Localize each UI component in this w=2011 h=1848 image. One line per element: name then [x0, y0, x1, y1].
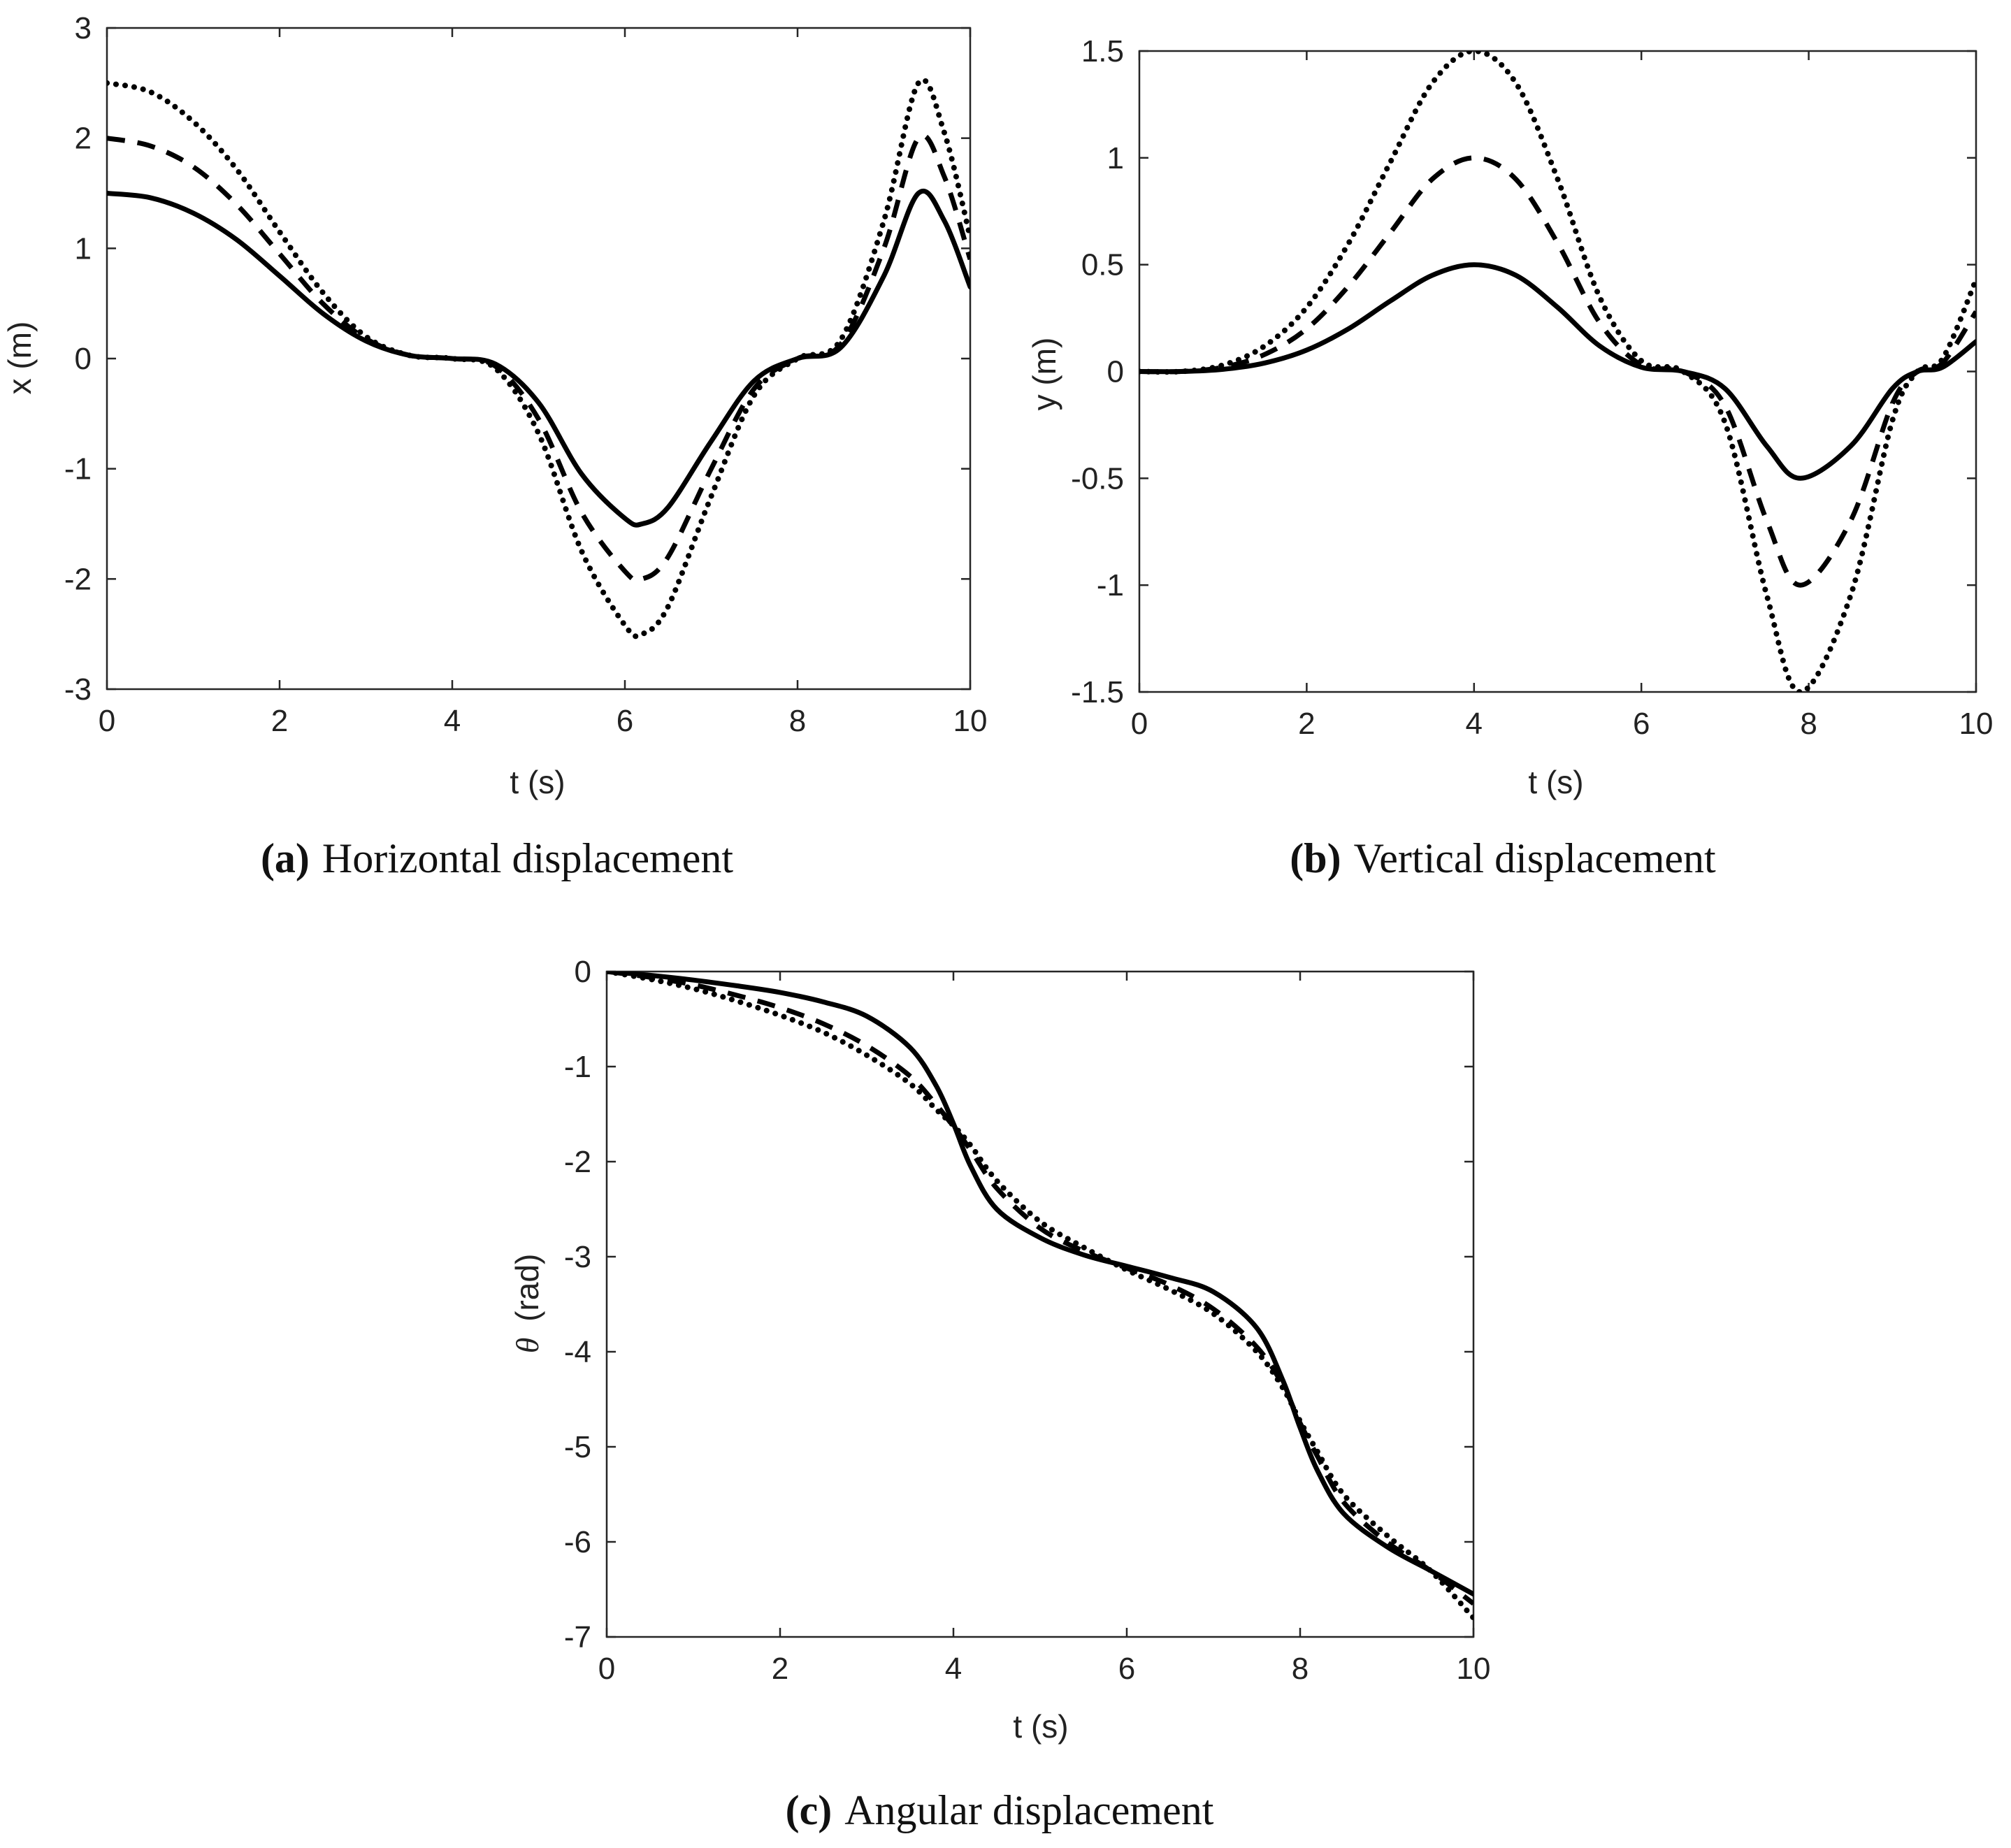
- panel-b-series-dashed: [1139, 155, 1976, 588]
- panel-b-ytick-label: -1.5: [1071, 675, 1124, 709]
- panel-b-caption-text: Vertical displacement: [1354, 835, 1716, 881]
- panel-a-ylabel: x (m): [1, 322, 38, 395]
- panel-b-marks: 0 2 4 6 8 10 -1.5 -1 -0.5 0 0.5 1 1.5: [1071, 34, 1993, 741]
- panel-a-xlabel: t (s): [510, 764, 565, 800]
- panel-b-xtick-label: 4: [1466, 707, 1483, 741]
- panel-c-series-solid: [607, 972, 1473, 1597]
- panel-c-ytick-label: -5: [564, 1430, 591, 1464]
- panel-c-xtick-label: 0: [598, 1652, 615, 1686]
- panel-c-xtick-label: 4: [945, 1652, 962, 1686]
- panel-c-xtick-label: 10: [1457, 1652, 1491, 1686]
- panel-c-xlabel: t (s): [1013, 1708, 1068, 1745]
- panel-b-xtick-label: 6: [1633, 707, 1650, 741]
- panel-b-xtick-label: 8: [1800, 707, 1817, 741]
- panel-c-series-dotted: [607, 972, 1473, 1621]
- panel-a-ytick-label: -3: [64, 672, 92, 707]
- panel-a-series-solid: [107, 189, 970, 528]
- panel-c-ytick-label: 0: [575, 955, 591, 989]
- panel-c-ylabel: θ (rad): [509, 1254, 545, 1354]
- panel-a-ytick-label: 2: [75, 122, 92, 156]
- panel-a-caption-text: Horizontal displacement: [322, 835, 733, 881]
- panel-c-ytick-label: -2: [564, 1145, 591, 1179]
- panel-a-xtick-label: 10: [953, 704, 988, 738]
- panel-c-caption-letter: (c): [786, 1787, 832, 1833]
- panel-c-caption-text: Angular displacement: [844, 1787, 1213, 1833]
- panel-c-ytick-label: -6: [564, 1525, 591, 1559]
- panel-b-xtick-label: 10: [1959, 707, 1994, 741]
- panel-b-caption-letter: (b): [1290, 835, 1341, 881]
- panel-b-series-solid: [1139, 262, 1976, 481]
- panel-a-xtick-label: 4: [444, 704, 461, 738]
- panel-b-series-dotted: [1139, 51, 1976, 692]
- panel-b-ytick-label: 1.5: [1081, 34, 1124, 68]
- panel-a: 0 2 4 6 8 10 -3 -2 -1 0 1 2 3 x (m) t (s) (a) Horizo…: [1, 11, 987, 881]
- panel-a-caption-letter: (a): [261, 835, 310, 881]
- panel-c-ytick-label: -3: [564, 1240, 591, 1274]
- panel-a-ytick-label: 3: [75, 11, 92, 45]
- panel-b-caption: (b) Vertical displacement: [1290, 835, 1716, 881]
- panel-c-caption: (c) Angular displacement: [786, 1787, 1214, 1833]
- panel-b-xtick-label: 0: [1131, 707, 1148, 741]
- panel-b-xlabel: t (s): [1528, 764, 1583, 800]
- panel-c-ylabel-unit: (rad): [509, 1254, 545, 1322]
- panel-a-series-dotted: [107, 77, 970, 640]
- panel-b-ytick-label: 0.5: [1081, 248, 1124, 282]
- panel-a-ytick-label: -2: [64, 562, 92, 596]
- panel-b-xtick-label: 2: [1298, 707, 1315, 741]
- panel-b: 0 2 4 6 8 10 -1.5 -1 -0.5 0 0.5 1 1.5 y (m) t (s) (b…: [1026, 34, 1993, 881]
- panel-c-ytick-label: -7: [564, 1620, 591, 1654]
- panel-a-xtick-label: 0: [99, 704, 115, 738]
- panel-c-xtick-label: 6: [1118, 1652, 1135, 1686]
- panel-c: 0 2 4 6 8 10 -7 -6 -5 -4 -3 -2 -1 0 θ (rad) t (s) (c)…: [509, 955, 1490, 1833]
- panel-a-ytick-label: 0: [75, 342, 92, 376]
- panel-c-ylabel-symbol: θ: [510, 1338, 545, 1354]
- panel-c-ytick-label: -1: [564, 1050, 591, 1084]
- panel-a-ytick-label: 1: [75, 231, 92, 266]
- panel-a-caption: (a) Horizontal displacement: [261, 835, 733, 881]
- panel-b-ytick-label: -0.5: [1071, 461, 1124, 496]
- panel-c-ytick-label: -4: [564, 1335, 591, 1369]
- panel-a-xtick-label: 8: [789, 704, 806, 738]
- panel-c-axes-box: [605, 970, 1475, 1638]
- panel-c-xtick-label: 8: [1292, 1652, 1309, 1686]
- panel-b-ylabel: y (m): [1026, 338, 1062, 411]
- panel-a-ytick-label: -1: [64, 452, 92, 486]
- panel-c-marks: 0 2 4 6 8 10 -7 -6 -5 -4 -3 -2 -1 0: [564, 955, 1491, 1686]
- panel-a-xtick-label: 6: [617, 704, 633, 738]
- panel-b-ytick-label: 0: [1107, 355, 1124, 389]
- panel-b-ytick-label: -1: [1097, 568, 1124, 602]
- panel-a-marks: 0 2 4 6 8 10 -3 -2 -1 0 1 2 3: [64, 11, 988, 738]
- panel-c-xtick-label: 2: [772, 1652, 788, 1686]
- panel-a-xtick-label: 2: [271, 704, 288, 738]
- panel-a-series-dashed: [107, 133, 970, 583]
- panel-b-ytick-label: 1: [1107, 141, 1124, 175]
